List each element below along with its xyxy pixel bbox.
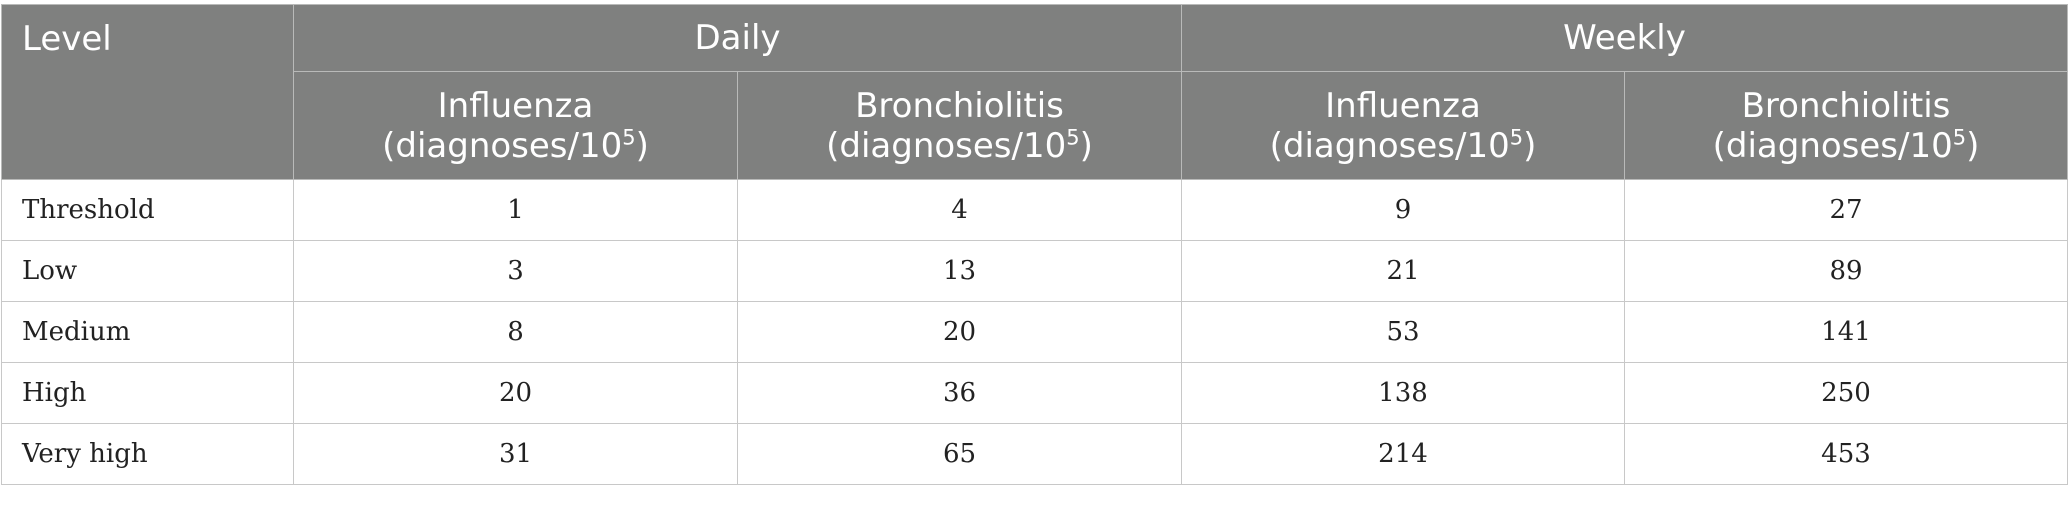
weekly-bronchiolitis-header: Bronchiolitis (diagnoses/105) bbox=[1624, 71, 2068, 180]
header-disease-name: Bronchiolitis bbox=[1741, 85, 1951, 126]
table-cell: 453 bbox=[1624, 423, 2068, 485]
header-unit-exponent: 5 bbox=[1509, 125, 1524, 150]
header-unit-text: (diagnoses/10 bbox=[826, 125, 1067, 166]
row-label: High bbox=[1, 362, 294, 424]
table-cell: 65 bbox=[737, 423, 1182, 485]
table-cell: 13 bbox=[737, 240, 1182, 302]
header-unit-text: (diagnoses/10 bbox=[1712, 125, 1953, 166]
table-cell: 9 bbox=[1181, 179, 1625, 241]
table-cell: 53 bbox=[1181, 301, 1625, 363]
table-cell: 138 bbox=[1181, 362, 1625, 424]
header-unit-exponent: 5 bbox=[622, 125, 636, 150]
weekly-group-header: Weekly bbox=[1181, 4, 2068, 72]
row-label: Very high bbox=[1, 423, 294, 485]
row-label: Threshold bbox=[1, 179, 294, 241]
header-unit-exponent: 5 bbox=[1066, 125, 1080, 150]
level-column-header: Level bbox=[1, 4, 294, 180]
table-cell: 4 bbox=[737, 179, 1182, 241]
table-row: Low 3 13 21 89 bbox=[1, 240, 2068, 302]
table-cell: 250 bbox=[1624, 362, 2068, 424]
table-cell: 3 bbox=[293, 240, 738, 302]
table-cell: 20 bbox=[737, 301, 1182, 363]
header-unit-text: (diagnoses/10 bbox=[382, 125, 623, 166]
daily-group-header: Daily bbox=[293, 4, 1182, 72]
table-cell: 27 bbox=[1624, 179, 2068, 241]
header-unit-text: (diagnoses/10 bbox=[1269, 125, 1510, 166]
table-cell: 89 bbox=[1624, 240, 2068, 302]
thresholds-table: Level Daily Weekly Influenza (diagnoses/… bbox=[1, 4, 2068, 485]
table-cell: 8 bbox=[293, 301, 738, 363]
daily-bronchiolitis-header: Bronchiolitis (diagnoses/105) bbox=[737, 71, 1182, 180]
header-disease-name: Influenza bbox=[437, 85, 594, 126]
weekly-influenza-header: Influenza (diagnoses/105) bbox=[1181, 71, 1625, 180]
table-cell: 20 bbox=[293, 362, 738, 424]
table-row: Very high 31 65 214 453 bbox=[1, 423, 2068, 485]
table-cell: 21 bbox=[1181, 240, 1625, 302]
table-body: Threshold 1 4 9 27 Low 3 13 21 89 Medium… bbox=[1, 179, 2068, 485]
table-cell: 31 bbox=[293, 423, 738, 485]
table-cell: 214 bbox=[1181, 423, 1625, 485]
header-row-groups: Level Daily Weekly bbox=[1, 4, 2068, 180]
table-cell: 141 bbox=[1624, 301, 2068, 363]
daily-influenza-header: Influenza (diagnoses/105) bbox=[293, 71, 738, 180]
header-unit-close: ) bbox=[1079, 125, 1093, 166]
table-row: Medium 8 20 53 141 bbox=[1, 301, 2068, 363]
header-unit: (diagnoses/105) bbox=[738, 126, 1181, 166]
header-unit-exponent: 5 bbox=[1952, 125, 1967, 150]
row-label: Low bbox=[1, 240, 294, 302]
header-unit-close: ) bbox=[1966, 125, 1980, 166]
header-unit-close: ) bbox=[635, 125, 649, 166]
table-cell: 1 bbox=[293, 179, 738, 241]
header-disease-name: Influenza bbox=[1325, 85, 1481, 126]
table-header: Level Daily Weekly Influenza (diagnoses/… bbox=[1, 4, 2068, 180]
row-label: Medium bbox=[1, 301, 294, 363]
table-row: High 20 36 138 250 bbox=[1, 362, 2068, 424]
header-disease-name: Bronchiolitis bbox=[855, 85, 1064, 126]
header-unit: (diagnoses/105) bbox=[1625, 126, 2067, 166]
table-row: Threshold 1 4 9 27 bbox=[1, 179, 2068, 241]
header-unit-close: ) bbox=[1523, 125, 1537, 166]
header-row-diseases: Influenza (diagnoses/105) Bronchiolitis … bbox=[2, 71, 2068, 180]
header-unit: (diagnoses/105) bbox=[294, 126, 737, 166]
header-unit: (diagnoses/105) bbox=[1182, 126, 1624, 166]
table-cell: 36 bbox=[737, 362, 1182, 424]
